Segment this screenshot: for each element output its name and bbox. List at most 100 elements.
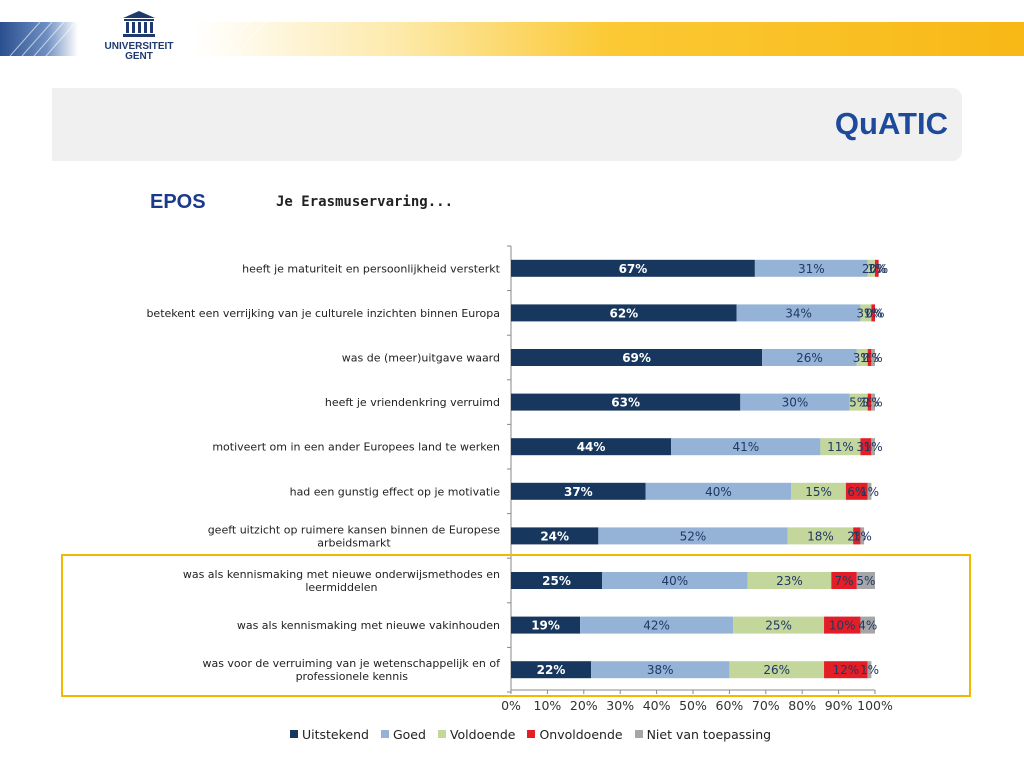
data-label: 1% — [864, 306, 883, 320]
bar-segment — [871, 438, 875, 456]
category-label: heeft je vriendenkring verruimd — [325, 396, 500, 409]
data-label: 15% — [805, 485, 832, 499]
data-label: 44% — [577, 440, 606, 454]
data-label: 62% — [609, 306, 638, 320]
bar-segment — [580, 616, 734, 634]
data-label: 1% — [860, 485, 879, 499]
bar-segment — [824, 661, 868, 679]
data-label: 0% — [865, 306, 884, 320]
category-label: heeft je maturiteit en persoonlijkheid v… — [242, 262, 501, 275]
data-label: 1% — [860, 663, 879, 677]
title-panel: QuATIC — [52, 88, 962, 161]
data-label: 12% — [833, 663, 860, 677]
legend-swatch — [634, 730, 643, 738]
bar-segment — [511, 661, 592, 679]
data-label: 3% — [856, 440, 875, 454]
bar-segment — [602, 572, 748, 589]
data-label: 1% — [864, 396, 883, 410]
data-label: 10% — [829, 619, 856, 633]
legend-swatch — [437, 730, 446, 738]
x-tick-label: 60% — [716, 698, 744, 713]
data-label: 67% — [619, 262, 648, 276]
chart-title: Je Erasmuservaring... — [276, 194, 454, 210]
x-tick-label: 10% — [534, 698, 562, 713]
category-label: motiveert om in een ander Europees land … — [212, 441, 500, 454]
data-label: 37% — [564, 485, 593, 499]
bar-segment — [511, 259, 755, 277]
bar-segment — [871, 304, 875, 322]
data-label: 40% — [661, 574, 688, 588]
logo-text-line1: UNIVERSITEIT — [104, 41, 174, 52]
category-label: had een gunstig effect op je motivatie — [290, 485, 501, 498]
bar-segment — [511, 572, 602, 589]
data-label: 63% — [611, 396, 640, 410]
category-label: geeft uitzicht op ruimere kansen binnen … — [208, 523, 501, 536]
legend-item: Onvoldoende — [527, 727, 623, 742]
data-label: 25% — [542, 574, 571, 588]
data-label: 7% — [835, 574, 854, 588]
yellow-band — [195, 22, 1024, 56]
bar-segment — [824, 616, 861, 634]
header-banner — [0, 21, 1024, 57]
category-label: was voor de verruiming van je wetenschap… — [202, 657, 501, 670]
data-label: 5% — [849, 396, 868, 410]
data-label: 23% — [776, 574, 803, 588]
bar-segment — [867, 349, 872, 366]
x-tick-label: 70% — [752, 698, 780, 713]
legend-item: Niet van toepassing — [634, 727, 772, 742]
legend-swatch — [290, 730, 298, 738]
category-label: leermiddelen — [305, 581, 377, 594]
data-label: 69% — [622, 351, 651, 365]
bar-segment — [511, 482, 646, 500]
legend-swatch — [380, 730, 389, 738]
bar-segment — [860, 616, 875, 634]
bar-segment — [860, 438, 872, 456]
legend-label: Voldoende — [449, 727, 516, 742]
data-label: 41% — [732, 440, 759, 454]
bar-segment — [511, 304, 737, 322]
data-label: 34% — [785, 306, 812, 320]
category-label: betekent een verrijking van je culturele… — [146, 307, 500, 320]
x-tick-label: 0% — [501, 698, 521, 713]
bar-segment — [511, 616, 581, 634]
highlight-box — [61, 554, 971, 697]
data-label: 26% — [796, 351, 823, 365]
bar-segment — [856, 349, 868, 366]
bar-segment — [867, 259, 875, 277]
x-tick-label: 20% — [570, 698, 598, 713]
data-label: 3% — [853, 351, 872, 365]
chart-legend: Uitstekend Goed Voldoende Onvoldoende Niet v… — [290, 727, 783, 742]
bar-segment — [860, 527, 865, 545]
data-label: 6% — [847, 485, 866, 499]
bar-segment — [733, 616, 825, 634]
data-label: 4% — [858, 619, 877, 633]
data-label: 30% — [782, 396, 809, 410]
app-title: QuATIC — [834, 106, 948, 141]
legend-label: Goed — [392, 727, 426, 742]
x-tick-label: 50% — [679, 698, 707, 713]
data-label: 18% — [807, 529, 834, 543]
data-label: 26% — [763, 663, 790, 677]
building-icon — [123, 11, 155, 37]
bar-segment — [867, 661, 872, 679]
legend-label: Niet van toepassing — [646, 727, 772, 742]
data-label: 1% — [867, 262, 886, 276]
data-label: 40% — [705, 485, 732, 499]
bar-segment — [511, 438, 672, 456]
logo-text-line2: GENT — [125, 51, 153, 62]
bar-segment — [729, 661, 825, 679]
bar-segment — [511, 349, 763, 366]
bar-segment — [871, 349, 875, 366]
bar-segment — [736, 304, 861, 322]
data-label: 3% — [856, 306, 875, 320]
bar-segment — [845, 482, 868, 500]
data-label: 25% — [765, 619, 792, 633]
data-label: 1% — [864, 440, 883, 454]
data-label: 1% — [853, 529, 872, 543]
x-tick-label: 30% — [606, 698, 634, 713]
bar-segment — [875, 259, 879, 277]
bar-segment — [831, 572, 857, 589]
bar-segment — [747, 572, 832, 589]
bar-segment — [867, 482, 872, 500]
